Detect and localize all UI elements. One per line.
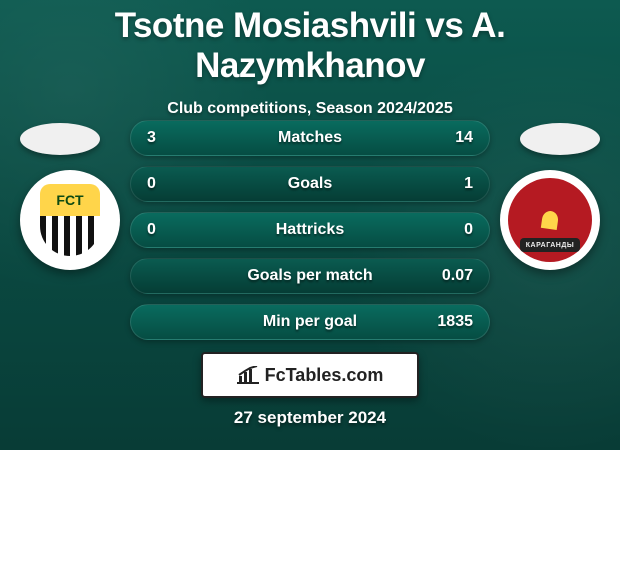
player-flag-right — [520, 123, 600, 155]
stat-value-left: 0 — [147, 175, 156, 193]
club-crest-left: FCT — [20, 170, 120, 270]
club-crest-right: КАРАГАНДЫ — [500, 170, 600, 270]
stat-row: 0 Hattricks 0 — [130, 212, 490, 248]
stat-value-right: 14 — [455, 129, 473, 147]
brand-text: FcTables.com — [265, 365, 384, 386]
stat-value-right: 1835 — [437, 313, 473, 331]
stat-value-right: 0 — [464, 221, 473, 239]
stat-label: Hattricks — [276, 221, 344, 239]
stat-row: Min per goal 1835 — [130, 304, 490, 340]
stat-value-right: 1 — [464, 175, 473, 193]
chart-icon — [237, 366, 259, 384]
crest-right-circle: КАРАГАНДЫ — [508, 178, 592, 262]
stat-value-left: 3 — [147, 129, 156, 147]
stat-row: 0 Goals 1 — [130, 166, 490, 202]
stats-list: 3 Matches 14 0 Goals 1 0 Hattricks 0 Goals per ma… — [130, 120, 490, 340]
stat-row: Goals per match 0.07 — [130, 258, 490, 294]
stat-label: Goals per match — [247, 267, 372, 285]
player-flag-left — [20, 123, 100, 155]
crest-left-stripes — [40, 216, 100, 256]
crest-left-shield: FCT — [40, 184, 100, 256]
crest-right-band: КАРАГАНДЫ — [520, 238, 580, 252]
stat-label: Min per goal — [263, 313, 357, 331]
brand-tag: FcTables.com — [201, 352, 419, 398]
stat-label: Matches — [278, 129, 342, 147]
comparison-date: 27 september 2024 — [0, 408, 620, 428]
comparison-title: Tsotne Mosiashvili vs A. Nazymkhanov — [0, 0, 620, 86]
stat-row: 3 Matches 14 — [130, 120, 490, 156]
comparison-subtitle: Club competitions, Season 2024/2025 — [0, 100, 620, 118]
stat-value-left: 0 — [147, 221, 156, 239]
stat-value-right: 0.07 — [442, 267, 473, 285]
crest-left-text: FCT — [40, 184, 100, 216]
stat-label: Goals — [288, 175, 332, 193]
card-content: Tsotne Mosiashvili vs A. Nazymkhanov Clu… — [0, 0, 620, 450]
comparison-card: Tsotne Mosiashvili vs A. Nazymkhanov Clu… — [0, 0, 620, 450]
